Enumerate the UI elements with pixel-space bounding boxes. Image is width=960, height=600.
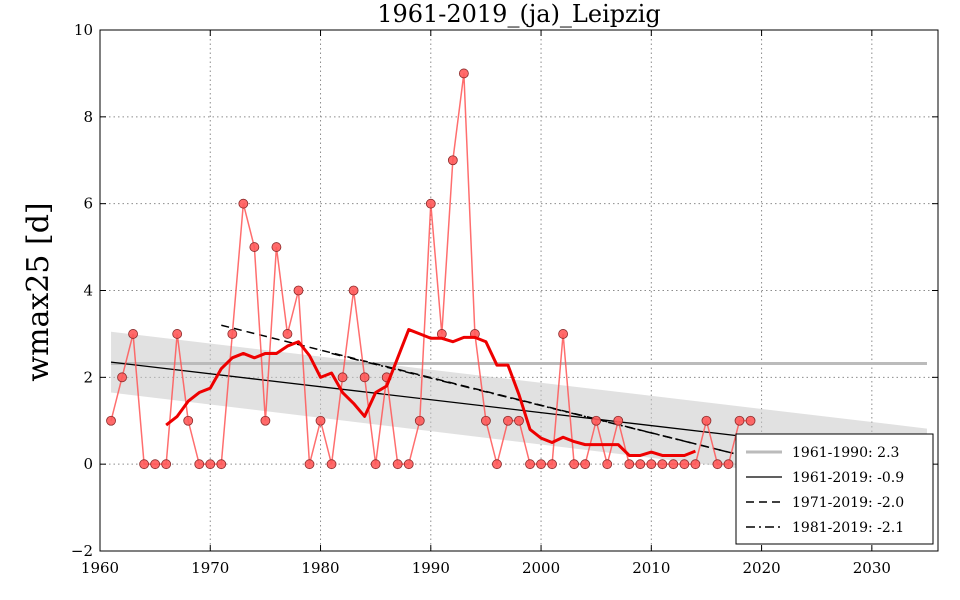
y-tick-label: 10 — [74, 21, 93, 39]
data-point — [624, 459, 635, 470]
data-point — [249, 242, 260, 252]
data-point — [106, 415, 116, 426]
data-point — [403, 459, 414, 470]
x-tick-label: 2030 — [853, 559, 891, 577]
data-point — [370, 459, 381, 470]
x-tick-label: 1980 — [301, 559, 339, 577]
legend-label-0: 1961-1990: 2.3 — [792, 445, 899, 461]
axis-ticks: 1960 1970 1980 1990 2000 2010 2020 2030 −2 0 2 4 6 8 1… — [71, 21, 938, 577]
data-point — [425, 198, 436, 209]
y-axis-label: wmax25 [d] — [21, 202, 56, 381]
y-tick-label: 2 — [83, 368, 93, 386]
data-point — [172, 329, 183, 339]
data-point — [580, 459, 591, 470]
data-point — [282, 329, 293, 339]
data-point — [458, 68, 469, 79]
data-point — [139, 459, 150, 470]
x-tick-label: 1970 — [191, 559, 229, 577]
data-point — [525, 459, 535, 470]
x-tick-label: 2010 — [632, 559, 670, 577]
x-tick-label: 2020 — [742, 559, 780, 577]
chart-title: 1961-2019_(ja)_Leipzig — [377, 0, 661, 28]
data-point — [359, 372, 370, 383]
data-point — [745, 415, 756, 426]
data-point — [536, 459, 546, 470]
data-point — [547, 459, 557, 470]
data-point — [260, 415, 271, 426]
x-tick-label: 1990 — [412, 559, 450, 577]
y-tick-label: −2 — [71, 542, 93, 560]
data-point — [183, 415, 194, 426]
data-point — [481, 415, 491, 426]
data-point — [161, 459, 172, 470]
moving-average-line — [165, 328, 696, 457]
legend-label-2: 1971-2019: -2.0 — [792, 495, 904, 511]
data-point — [679, 459, 690, 470]
x-tick-label: 1960 — [81, 559, 119, 577]
data-point — [723, 459, 734, 470]
data-point — [293, 285, 304, 296]
trend-line-3 — [331, 352, 751, 459]
data-point — [701, 415, 712, 426]
data-point — [238, 198, 249, 209]
y-tick-label: 6 — [83, 195, 93, 213]
data-point — [326, 459, 337, 470]
data-point — [492, 459, 502, 470]
data-point — [591, 415, 602, 426]
data-point — [613, 415, 624, 426]
data-point — [635, 459, 646, 470]
data-point — [447, 155, 458, 166]
data-point — [117, 372, 127, 383]
data-point — [657, 459, 668, 470]
data-point — [646, 459, 657, 470]
data-point — [734, 415, 745, 426]
data-point — [337, 372, 348, 383]
legend-label-1: 1961-2019: -0.9 — [792, 470, 904, 486]
data-point — [216, 459, 227, 470]
data-point — [194, 459, 205, 470]
data-point — [514, 415, 524, 426]
data-point — [690, 459, 701, 470]
x-tick-label: 2000 — [522, 559, 560, 577]
legend-label-3: 1981-2019: -2.1 — [792, 520, 904, 536]
data-point — [569, 459, 580, 470]
data-point — [414, 415, 425, 426]
data-point — [392, 459, 403, 470]
data-point — [558, 329, 569, 339]
data-point — [150, 459, 161, 470]
data-point — [668, 459, 679, 470]
observations-layer — [106, 68, 756, 470]
data-point — [205, 459, 216, 470]
y-tick-label: 8 — [83, 108, 93, 126]
y-tick-label: 0 — [83, 455, 93, 473]
y-tick-label: 4 — [83, 282, 93, 300]
data-point — [348, 285, 359, 296]
data-point — [712, 459, 723, 470]
data-point — [304, 459, 315, 470]
legend: 1961-1990: 2.3 1961-2019: -0.9 1971-2019: … — [735, 433, 934, 545]
moving-average-layer — [165, 328, 696, 457]
data-point — [315, 415, 326, 426]
data-point — [271, 242, 282, 252]
data-point — [227, 329, 238, 339]
data-point — [128, 329, 138, 339]
data-point — [602, 459, 613, 470]
data-point — [503, 415, 513, 426]
